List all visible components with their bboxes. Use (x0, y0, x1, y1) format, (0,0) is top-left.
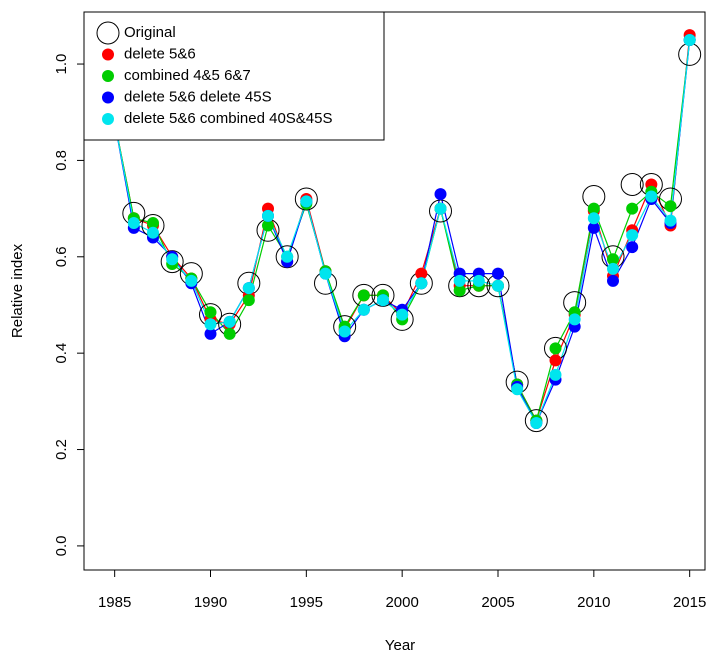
data-point (147, 226, 159, 239)
x-tick-label: 1985 (98, 594, 131, 611)
legend-marker (102, 91, 114, 104)
data-point (262, 209, 274, 222)
data-point (319, 267, 332, 280)
data-point (626, 229, 639, 242)
data-point (223, 315, 236, 328)
data-point (549, 368, 562, 381)
data-point (160, 250, 184, 274)
data-point (492, 279, 504, 292)
data-point (453, 284, 466, 297)
data-point (607, 262, 619, 275)
data-point (587, 221, 600, 234)
series-line (94, 35, 691, 425)
data-point (204, 327, 217, 340)
legend-box (83, 11, 385, 141)
x-tick-label: 1990 (194, 594, 227, 611)
data-point (371, 283, 395, 307)
data-point (294, 187, 318, 211)
legend-label: delete 5&6 delete 45S (124, 88, 272, 105)
data-point (683, 33, 696, 46)
y-axis-label: Relative index (9, 243, 26, 338)
data-point (275, 245, 299, 269)
data-point (434, 188, 447, 201)
legend-marker (102, 70, 114, 82)
data-point (396, 308, 409, 321)
legend-label: delete 5&6 combined 40S&45S (124, 110, 332, 127)
data-point (242, 294, 255, 307)
legend-marker (96, 21, 120, 45)
data-point (223, 327, 236, 340)
data-point (453, 274, 466, 287)
x-tick-label: 1995 (290, 594, 323, 611)
y-tick-label: 0.2 (53, 439, 70, 460)
y-tick-label: 0.8 (53, 150, 70, 171)
data-point (204, 318, 217, 331)
x-tick-label: 2010 (577, 594, 610, 611)
data-point (607, 253, 619, 266)
data-point (185, 274, 198, 287)
data-point (415, 277, 428, 290)
data-point (549, 342, 562, 355)
data-point (664, 200, 677, 213)
data-point (678, 42, 702, 66)
y-tick-label: 0.0 (53, 535, 70, 556)
y-tick-label: 0.6 (53, 246, 70, 267)
data-point (524, 409, 548, 433)
data-point (262, 219, 274, 232)
data-point (434, 202, 447, 215)
data-point (620, 173, 644, 197)
x-tick-label: 2015 (673, 594, 706, 611)
data-point (166, 253, 179, 266)
data-point (242, 282, 255, 295)
data-point (338, 325, 351, 338)
legend-label: combined 4&5 6&7 (124, 67, 251, 84)
data-point (626, 202, 639, 215)
legend-marker (102, 113, 114, 125)
data-point (357, 289, 370, 302)
data-point (300, 195, 313, 208)
data-point (492, 267, 504, 280)
data-point (549, 354, 562, 367)
x-tick-label: 2000 (385, 594, 418, 611)
plot-frame (83, 11, 706, 571)
data-point (357, 303, 370, 316)
data-point (587, 212, 600, 225)
x-tick-label: 2005 (481, 594, 514, 611)
y-tick-label: 0.4 (53, 343, 70, 364)
data-point (568, 313, 581, 326)
data-point (587, 202, 600, 215)
data-point (530, 417, 543, 430)
y-tick-label: 1.0 (53, 54, 70, 75)
data-point (204, 306, 217, 319)
data-point (607, 274, 619, 287)
data-point (147, 217, 159, 230)
data-point (281, 250, 294, 263)
legend-label: Original (124, 24, 176, 41)
data-point (377, 294, 389, 307)
data-point (511, 383, 524, 396)
data-point (626, 241, 639, 254)
legend-marker (102, 48, 114, 61)
legend-label: delete 5&6 (124, 45, 196, 62)
data-point (415, 267, 428, 280)
x-axis-label: Year (385, 637, 415, 654)
data-point (664, 214, 677, 227)
data-point (645, 190, 658, 203)
data-point (472, 274, 485, 287)
data-point (127, 217, 140, 230)
